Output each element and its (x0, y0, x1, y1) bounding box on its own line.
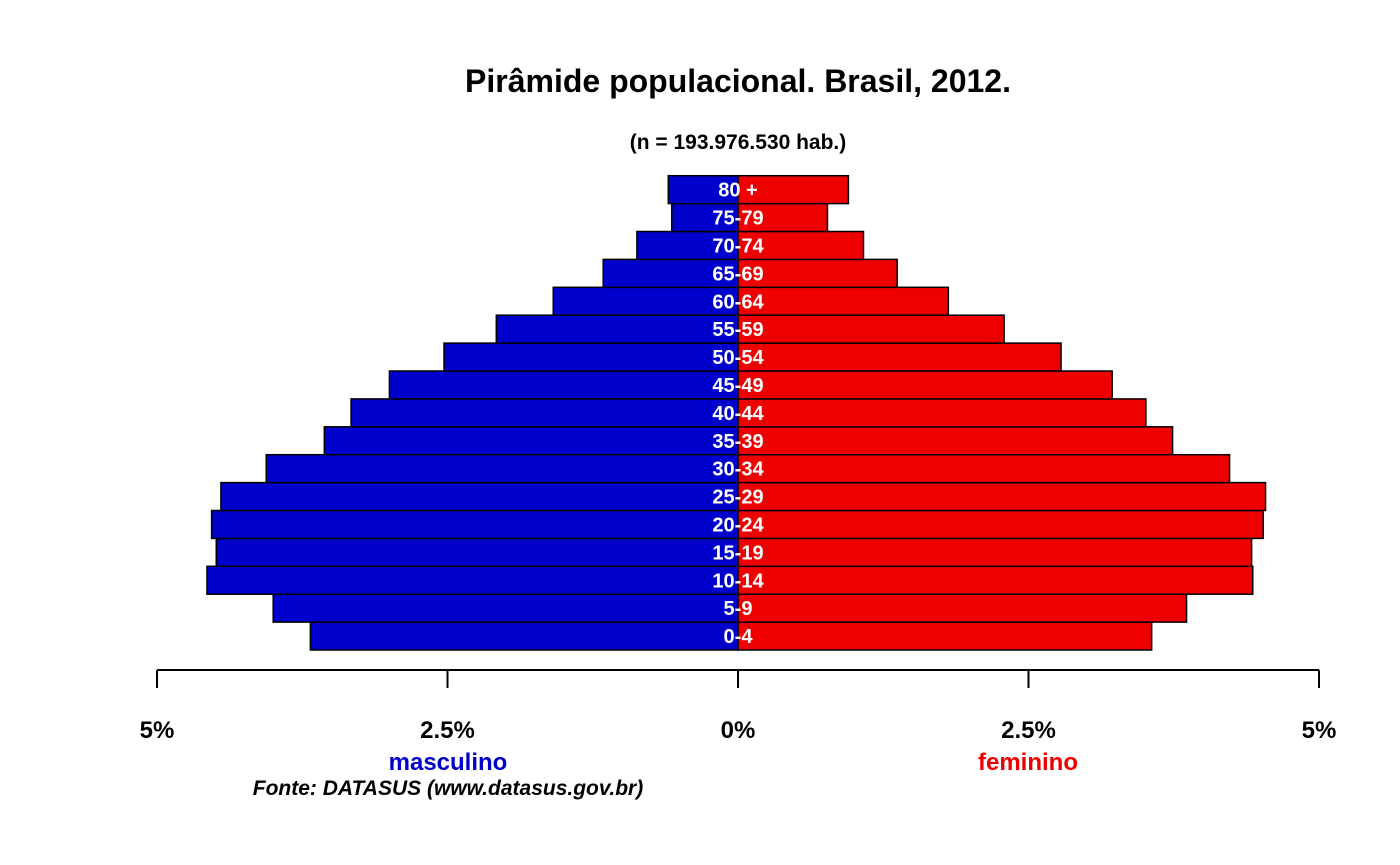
male-bar-50-54 (443, 342, 739, 372)
age-group-label: 5-9 (724, 598, 753, 620)
age-group-label: 30-34 (712, 459, 764, 481)
female-axis-label: feminino (978, 749, 1078, 776)
age-group-label: 80 + (718, 180, 757, 202)
female-bar-0-4 (737, 621, 1153, 651)
female-bar-75-79 (737, 202, 829, 233)
age-group-label: 70-74 (712, 235, 764, 257)
age-group-label: 40-44 (712, 403, 764, 425)
male-bar-55-59 (495, 314, 739, 344)
female-bar-55-59 (737, 314, 1005, 344)
chart-subtitle: (n = 193.976.530 hab.) (630, 131, 847, 154)
age-group-label: 75-79 (712, 208, 763, 230)
age-group-label: 65-69 (712, 263, 763, 285)
female-bar-15-19 (737, 537, 1253, 568)
age-group-label: 45-49 (712, 375, 763, 397)
female-bar-35-39 (737, 426, 1174, 456)
female-bar-40-44 (737, 398, 1147, 428)
age-group-label: 50-54 (712, 347, 764, 369)
female-bar-65-69 (737, 258, 898, 289)
x-tick-label: 0% (721, 717, 756, 744)
chart-title: Pirâmide populacional. Brasil, 2012. (465, 63, 1011, 99)
male-bar-10-14 (206, 565, 739, 595)
female-bar-80 (737, 174, 850, 205)
x-tick-label: 2.5% (1001, 717, 1056, 744)
male-bar-60-64 (552, 286, 739, 316)
age-group-label: 25-29 (712, 487, 763, 509)
male-bar-0-4 (309, 621, 739, 651)
age-group-label: 0-4 (724, 626, 754, 648)
male-bar-20-24 (210, 509, 739, 540)
age-group-label: 35-39 (712, 431, 763, 453)
male-bar-30-34 (265, 453, 739, 484)
age-group-label: 10-14 (712, 570, 764, 592)
x-tick-label: 5% (140, 717, 175, 744)
female-bar-10-14 (737, 565, 1254, 595)
female-bar-45-49 (737, 370, 1113, 400)
male-bar-25-29 (220, 481, 739, 512)
bars-group (206, 174, 1267, 651)
x-tick-label: 5% (1302, 717, 1337, 744)
age-group-label: 55-59 (712, 319, 763, 341)
female-bar-25-29 (737, 481, 1267, 512)
age-group-label: 15-19 (712, 542, 763, 564)
male-bar-15-19 (215, 537, 739, 568)
age-group-label: 60-64 (712, 291, 764, 313)
source-note: Fonte: DATASUS (www.datasus.gov.br) (253, 777, 643, 800)
age-group-label: 20-24 (712, 514, 764, 536)
female-bar-50-54 (737, 342, 1062, 372)
male-bar-40-44 (350, 398, 739, 428)
male-axis-label: masculino (389, 749, 508, 776)
male-bar-5-9 (272, 593, 739, 623)
x-axis: 5% 2.5% 0% 2.5% 5% (140, 669, 1337, 744)
age-labels-group: 0-4 5-9 10-14 15-19 20-24 25-29 30-34 35-39 40-4… (712, 180, 764, 648)
x-tick-label: 2.5% (420, 717, 475, 744)
male-bar-70-74 (636, 230, 739, 261)
male-bar-35-39 (323, 426, 739, 456)
male-bar-45-49 (388, 370, 739, 400)
male-bar-65-69 (602, 258, 739, 289)
female-bar-5-9 (737, 593, 1188, 623)
female-bar-30-34 (737, 453, 1231, 484)
female-bar-20-24 (737, 509, 1264, 540)
female-bar-60-64 (737, 286, 950, 316)
